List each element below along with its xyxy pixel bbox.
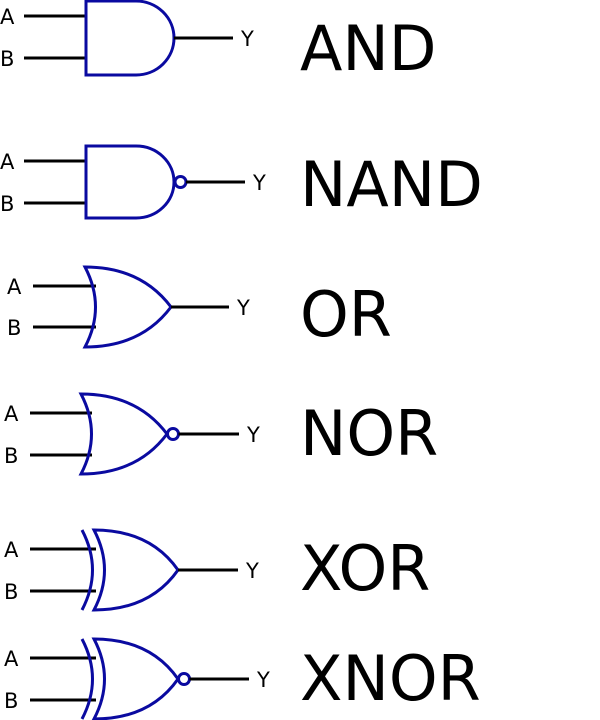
output-y-label: Y — [252, 171, 266, 195]
input-b-label: B — [4, 689, 18, 713]
gate-name-xor: XOR — [300, 532, 430, 605]
xor-input-arc — [80, 529, 94, 611]
xnor-gate-symbol — [91, 637, 180, 720]
gate-name-or: OR — [300, 278, 392, 351]
xnor-input-arc — [80, 638, 94, 720]
inversion-bubble — [166, 427, 180, 441]
gate-row-xor: A B Y XOR — [4, 528, 430, 612]
gate-row-or: A B Y OR — [7, 265, 392, 351]
input-a-label: A — [4, 538, 19, 562]
input-b-label: B — [4, 580, 18, 604]
input-b-label: B — [0, 192, 14, 216]
nand-gate-symbol — [84, 144, 176, 220]
or-gate-symbol — [82, 265, 173, 349]
output-y-label: Y — [240, 27, 254, 51]
input-a-label: A — [7, 275, 22, 299]
gate-name-xnor: XNOR — [300, 642, 481, 715]
gate-name-nand: NAND — [300, 148, 483, 221]
xor-gate-symbol — [91, 528, 180, 612]
gate-row-nor: A B Y NOR — [4, 392, 438, 476]
gate-row-and: A B Y AND — [0, 0, 437, 85]
input-a-label: A — [0, 5, 15, 29]
input-b-label: B — [7, 316, 21, 340]
nor-gate-symbol — [78, 392, 169, 476]
output-y-label: Y — [246, 423, 260, 447]
inversion-bubble — [177, 672, 191, 686]
output-y-label: Y — [256, 668, 270, 692]
output-y-label: Y — [236, 296, 250, 320]
gate-row-xnor: A B Y XNOR — [4, 637, 481, 720]
output-y-label: Y — [245, 559, 259, 583]
input-a-label: A — [4, 402, 19, 426]
input-b-label: B — [4, 444, 18, 468]
inversion-bubble — [173, 175, 188, 189]
input-a-label: A — [0, 150, 15, 174]
gate-row-nand: A B Y NAND — [0, 144, 483, 221]
gate-name-nor: NOR — [300, 397, 438, 470]
input-a-label: A — [4, 647, 19, 671]
gate-name-and: AND — [300, 12, 437, 85]
input-b-label: B — [0, 47, 14, 71]
and-gate-symbol — [84, 0, 176, 77]
